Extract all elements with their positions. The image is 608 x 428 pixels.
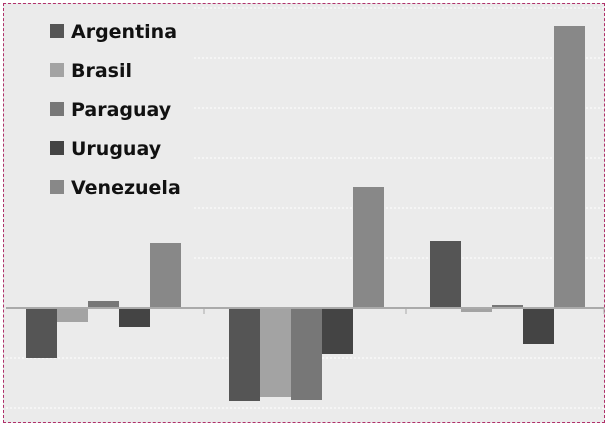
- bar-chart: Argentina Brasil Paraguay Uruguay Venezuela: [6, 7, 605, 409]
- legend-label: Venezuela: [71, 177, 181, 199]
- legend-swatch: [50, 24, 64, 38]
- bar-uruguay: [119, 308, 150, 327]
- bar-paraguay: [88, 301, 119, 308]
- bar-venezuela: [554, 26, 585, 308]
- bar-uruguay: [322, 308, 353, 354]
- legend-swatch: [50, 63, 64, 77]
- bar-argentina: [26, 308, 57, 358]
- bar-argentina: [229, 308, 260, 401]
- bar-brasil: [57, 308, 88, 322]
- legend-swatch: [50, 141, 64, 155]
- bar-brasil: [461, 308, 492, 312]
- legend-label: Brasil: [71, 60, 132, 82]
- bars: [26, 26, 585, 401]
- legend: Argentina Brasil Paraguay Uruguay Venezuela: [50, 21, 181, 199]
- bar-argentina: [430, 241, 461, 308]
- bar-paraguay: [291, 308, 322, 400]
- legend-swatch: [50, 102, 64, 116]
- chart-frame: Argentina Brasil Paraguay Uruguay Venezuela: [3, 3, 605, 423]
- bar-uruguay: [523, 308, 554, 344]
- legend-label: Argentina: [71, 21, 177, 43]
- bar-brasil: [260, 308, 291, 397]
- bar-venezuela: [353, 187, 384, 308]
- legend-swatch: [50, 180, 64, 194]
- zero-axis: [6, 307, 605, 314]
- legend-label: Uruguay: [71, 138, 162, 160]
- bar-venezuela: [150, 243, 181, 308]
- bar-paraguay: [492, 305, 523, 308]
- legend-label: Paraguay: [71, 99, 172, 121]
